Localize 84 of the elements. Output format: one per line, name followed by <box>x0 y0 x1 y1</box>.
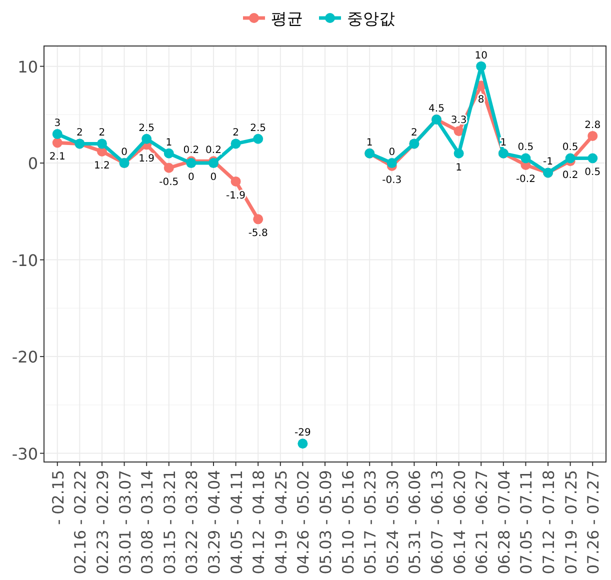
point <box>454 148 464 158</box>
data-label: 0.5 <box>562 142 578 154</box>
x-tick-label: 03.22 - 03.28 <box>183 470 202 574</box>
x-tick-label: 07.12 - 07.18 <box>540 470 558 574</box>
point <box>96 138 107 149</box>
point <box>253 134 264 144</box>
data-label: 0.2 <box>562 170 578 182</box>
x-tick-label: - 02.15 <box>49 470 68 525</box>
legend-label: 평균 <box>271 9 303 28</box>
point <box>476 61 486 72</box>
data-label: 0.5 <box>518 142 534 154</box>
data-label: 3 <box>54 118 61 130</box>
point <box>253 214 264 224</box>
point <box>142 134 152 144</box>
data-label: 0.2 <box>183 145 200 156</box>
x-tick-label: 06.21 - 06.27 <box>473 470 492 574</box>
x-tick-label: 06.14 - 06.20 <box>450 470 469 574</box>
y-tick-label: -20 <box>12 348 38 367</box>
data-label: 0 <box>388 147 396 158</box>
data-label: 2.5 <box>250 122 266 134</box>
point <box>588 153 598 164</box>
point <box>164 148 174 158</box>
data-label: 0.2 <box>206 145 222 156</box>
y-tick-label: 10 <box>18 57 38 76</box>
y-tick-label: -30 <box>12 444 38 464</box>
x-tick-label: 05.17 - 05.23 <box>362 470 380 574</box>
x-tick-label: 03.15 - 03.21 <box>160 470 179 574</box>
x-tick-label: 04.26 - 05.02 <box>294 470 313 574</box>
point <box>588 130 598 141</box>
x-tick-label: 04.05 - 04.11 <box>228 470 246 574</box>
x-tick-label: 05.31 - 06.06 <box>406 470 424 574</box>
data-label: 4.5 <box>428 104 444 115</box>
point <box>230 138 241 149</box>
data-label: -29 <box>294 428 311 439</box>
x-tick-label: 02.16 - 02.22 <box>72 470 90 574</box>
x-tick-label: 03.01 - 03.07 <box>116 470 134 574</box>
data-label: 1.9 <box>138 154 155 165</box>
data-label: -0.5 <box>159 176 179 188</box>
x-tick-label: 07.19 - 07.25 <box>562 470 580 574</box>
point <box>164 162 174 173</box>
data-label: 1 <box>456 162 462 174</box>
point <box>454 126 464 136</box>
point <box>520 153 531 164</box>
point <box>52 129 62 140</box>
x-tick-label: 07.26 - 07.27 <box>584 470 603 574</box>
data-label: 0 <box>210 172 217 184</box>
legend-label: 중앙값 <box>347 9 395 28</box>
x-tick-label: 03.08 - 03.14 <box>138 470 157 574</box>
data-label: 8 <box>478 94 484 106</box>
x-tick-label: 04.19 - 04.25 <box>272 470 290 574</box>
data-label: -0.2 <box>516 174 536 185</box>
data-label: 10 <box>474 50 488 62</box>
point <box>52 138 62 148</box>
point <box>565 153 576 164</box>
data-label: 2.5 <box>138 122 155 134</box>
x-tick-label: 05.03 - 05.09 <box>317 470 335 574</box>
x-tick-label: 03.29 - 04.04 <box>205 470 224 574</box>
data-label: 1 <box>366 137 373 148</box>
x-tick-label: 06.28 - 07.04 <box>495 470 514 574</box>
data-label: 0 <box>188 172 194 184</box>
point <box>298 438 308 449</box>
data-label: 2 <box>98 128 106 139</box>
x-tick-label: 02.23 - 02.29 <box>94 470 112 574</box>
x-tick-label: 05.24 - 05.30 <box>384 470 402 574</box>
data-label: 0 <box>121 147 128 158</box>
x-tick-label: 06.07 - 06.13 <box>428 470 447 574</box>
data-label: 2 <box>411 128 418 139</box>
x-tick-label: 05.10 - 05.16 <box>339 470 358 574</box>
y-tick-label: -10 <box>12 250 38 270</box>
y-tick-label: 0 <box>28 154 38 174</box>
data-label: 2.8 <box>584 120 601 131</box>
point <box>230 176 241 186</box>
data-label: 2 <box>76 128 83 139</box>
data-label: 0.5 <box>584 167 601 178</box>
data-label: 1 <box>166 137 172 148</box>
data-label: 2 <box>232 128 239 139</box>
point <box>386 158 397 168</box>
x-tick-label: 07.05 - 07.11 <box>518 470 536 574</box>
data-label: -5.8 <box>248 228 268 240</box>
x-tick-label: 04.12 - 04.18 <box>250 470 268 574</box>
data-label: 2.1 <box>49 152 66 163</box>
data-label: 1.2 <box>94 160 110 172</box>
data-label: -0.3 <box>382 174 402 186</box>
data-label: -1 <box>543 156 554 168</box>
